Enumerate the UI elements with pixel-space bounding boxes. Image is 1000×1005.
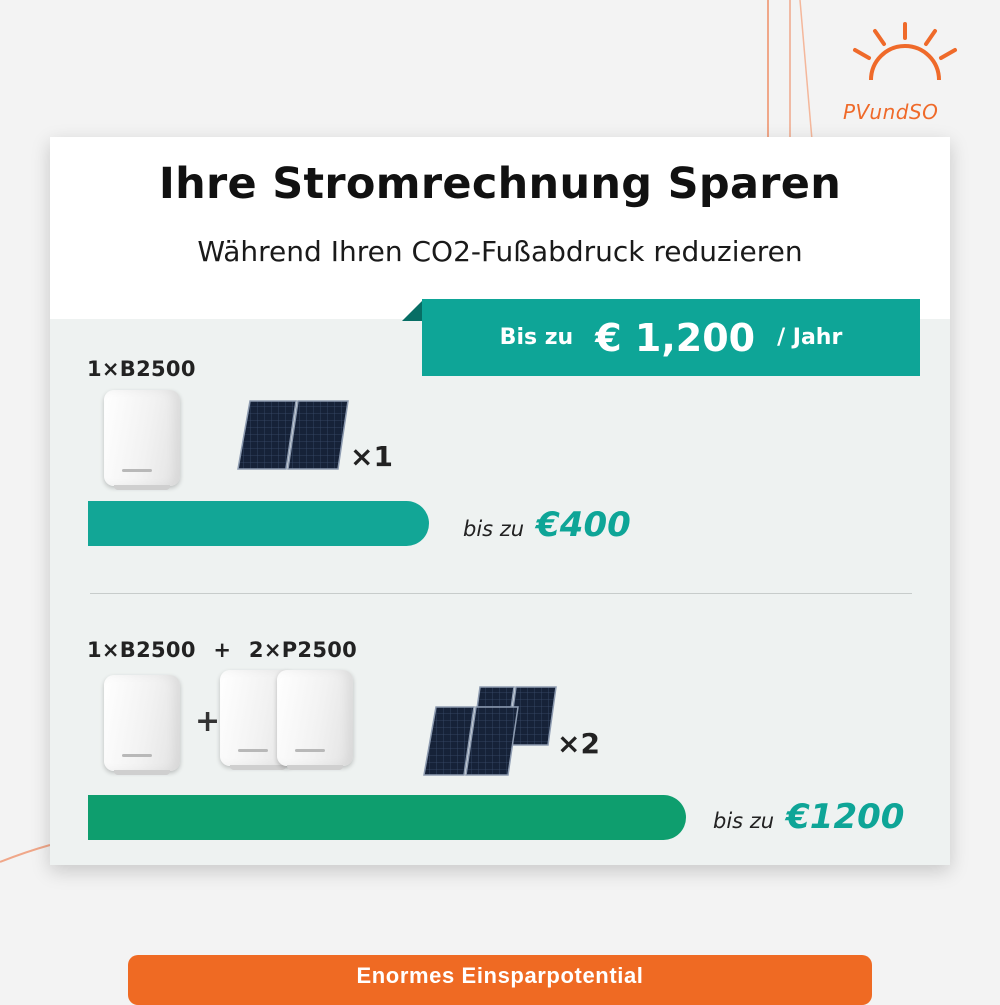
option1-label: 1×B2500: [87, 357, 196, 381]
battery-p2500-icon: [277, 670, 353, 770]
options-panel: [50, 319, 950, 865]
solar-panel-icon: [237, 400, 349, 470]
option1-panel-count: ×1: [350, 440, 393, 473]
ribbon-suffix: / Jahr: [777, 325, 843, 350]
logo-text: PVundSO: [843, 100, 939, 124]
brand-logo: PVundSO: [835, 22, 975, 124]
option1-saving: bis zu €400: [463, 505, 631, 545]
battery-b2500-icon: [104, 675, 180, 775]
page-subtitle: Während Ihren CO2-Fußabdruck reduzieren: [197, 235, 803, 268]
option2-saving: bis zu €1200: [713, 797, 904, 837]
option2-panel-count: ×2: [557, 727, 600, 760]
option2-label: 1×B2500 + 2×P2500: [87, 638, 357, 662]
plus-sign: +: [195, 704, 221, 739]
option1-saving-prefix: bis zu: [463, 517, 525, 541]
footer-banner: Enormes Einsparpotential: [128, 955, 872, 1005]
max-savings-ribbon: Bis zu € 1,200 / Jahr: [422, 299, 920, 376]
ribbon-prefix: Bis zu: [499, 325, 574, 350]
option2-saving-bar: [88, 795, 686, 840]
option1-saving-value: €400: [536, 505, 631, 545]
option2-label-battery: 1×B2500: [87, 638, 196, 662]
option2-saving-prefix: bis zu: [713, 809, 775, 833]
section-divider: [90, 593, 912, 594]
option1-saving-bar: [88, 501, 429, 546]
option2-label-pack: 2×P2500: [248, 638, 358, 662]
savings-card: Ihre Stromrechnung Sparen Während Ihren …: [50, 137, 950, 865]
battery-b2500-icon: [104, 390, 180, 490]
ribbon-fold: [402, 299, 424, 321]
page-title: Ihre Stromrechnung Sparen: [158, 159, 842, 209]
sun-logo-icon: [853, 22, 957, 81]
ribbon-amount: € 1,200: [595, 315, 756, 360]
option2-saving-value: €1200: [786, 797, 905, 837]
solar-panel-icon: [423, 686, 557, 776]
option2-label-plus: +: [213, 638, 232, 662]
